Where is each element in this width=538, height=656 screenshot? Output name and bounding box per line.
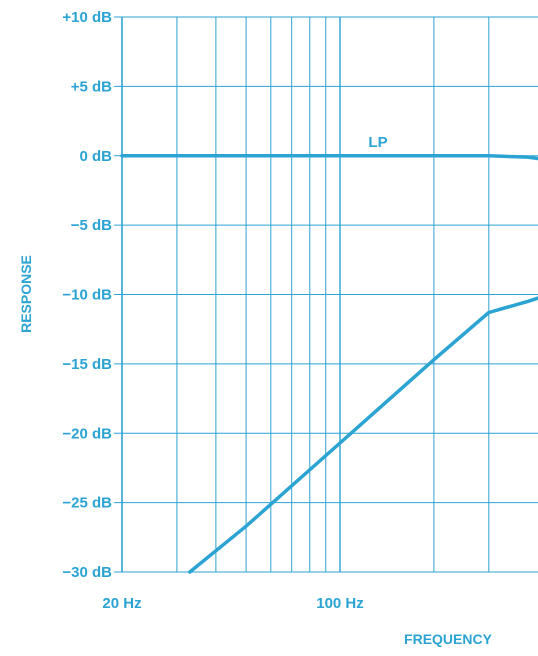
y-tick-label-2: 0 dB <box>79 148 112 165</box>
label-layer: LP RESPONSE FREQUENCY <box>18 134 493 647</box>
series-label-lp: LP <box>368 134 387 151</box>
x-tick-label-1: 100 Hz <box>316 595 364 612</box>
y-axis-title: RESPONSE <box>18 255 34 333</box>
grid-layer <box>121 16 538 573</box>
y-tick-label-8: −30 dB <box>62 564 112 581</box>
y-tick-label-6: −20 dB <box>62 425 112 442</box>
y-tick-label-7: −25 dB <box>62 495 112 512</box>
series-line-unlabeled-1 <box>188 296 538 574</box>
y-tick-label-1: +5 dB <box>71 78 112 95</box>
series-line-lp <box>120 154 538 161</box>
y-tick-label-3: −5 dB <box>71 217 112 234</box>
y-tick-label-0: +10 dB <box>62 9 112 26</box>
x-axis-title: FREQUENCY <box>404 631 493 647</box>
x-tick-label-0: 20 Hz <box>102 595 141 612</box>
axis-layer: +10 dB +5 dB 0 dB −5 dB −10 dB −15 dB −20 dB −2… <box>62 9 363 612</box>
series-layer <box>120 154 538 574</box>
y-tick-label-4: −10 dB <box>62 287 112 304</box>
y-tick-label-5: −15 dB <box>62 356 112 373</box>
